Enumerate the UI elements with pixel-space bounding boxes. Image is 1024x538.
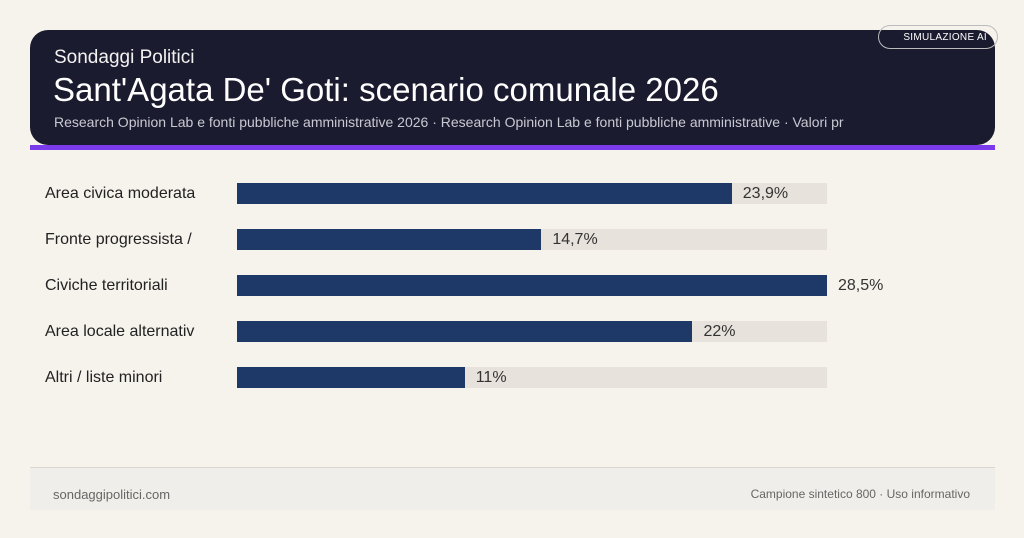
category-label: Fronte progressista /	[45, 231, 192, 248]
bar-track	[237, 321, 827, 342]
category-label: Civiche territoriali	[45, 277, 168, 294]
value-label: 23,9%	[742, 185, 789, 202]
value-label: 14,7%	[552, 231, 598, 248]
bar	[237, 275, 827, 296]
bar	[237, 367, 465, 388]
simulation-badge: SIMULAZIONE AI	[878, 25, 998, 49]
category-label: Altri / liste minori	[45, 369, 163, 386]
value-label: 28,5%	[838, 277, 884, 294]
page-title: Sant'Agata De' Goti: scenario comunale 2…	[53, 71, 719, 108]
bar-track	[237, 229, 827, 250]
category-label: Area locale alternativ	[45, 323, 195, 340]
header-panel: Sondaggi Politici Sant'Agata De' Goti: s…	[30, 30, 995, 145]
subtitle: Research Opinion Lab e fonti pubbliche a…	[54, 114, 844, 130]
accent-divider	[30, 145, 995, 150]
bar-track	[237, 367, 827, 388]
bar	[237, 321, 693, 342]
bar	[237, 183, 732, 204]
value-label: 22%	[703, 323, 736, 340]
bar-track	[237, 183, 827, 204]
value-label: 11%	[475, 369, 507, 386]
bar-track	[237, 275, 827, 296]
footer-site: sondaggipolitici.com	[53, 487, 171, 502]
brand: Sondaggi Politici	[54, 47, 195, 68]
footer: sondaggipolitici.com Campione sintetico …	[30, 467, 995, 510]
category-label: Area civica moderata	[45, 185, 196, 202]
footer-note: Campione sintetico 800 · Uso informativo	[750, 487, 970, 501]
bar	[237, 229, 542, 250]
